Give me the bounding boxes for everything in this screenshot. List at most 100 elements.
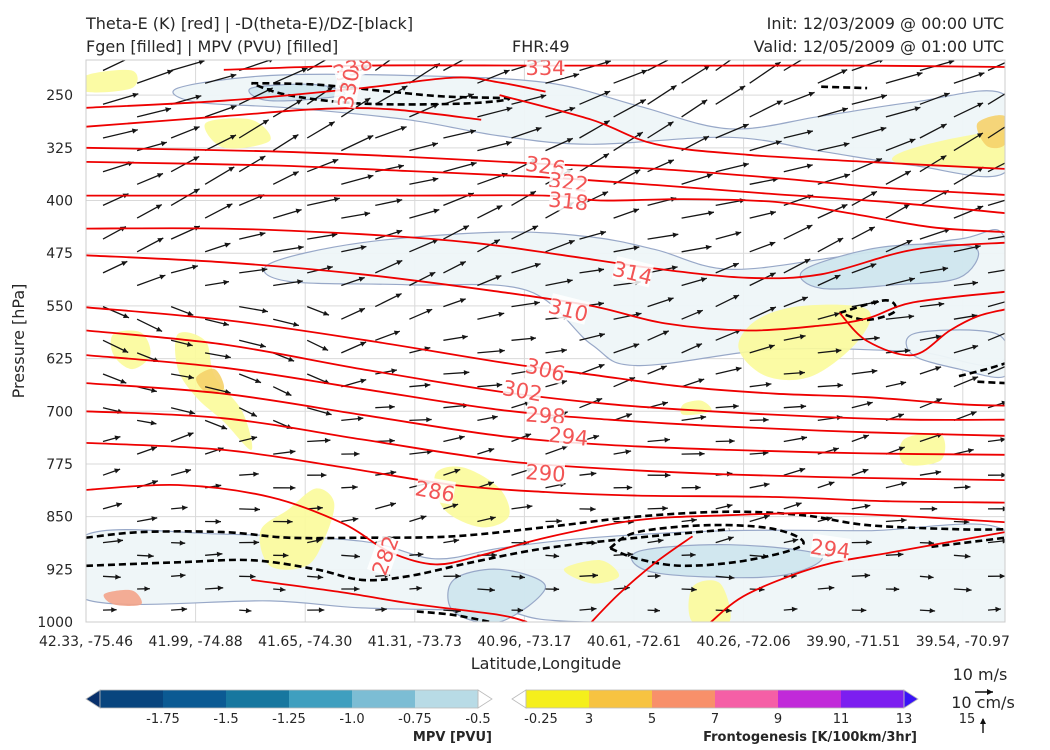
wind-arrowhead	[835, 348, 842, 354]
wind-arrowhead	[626, 413, 632, 419]
y-tick-label: 925	[46, 562, 73, 578]
wind-arrowhead	[804, 259, 811, 264]
wind-arrowhead	[132, 92, 139, 98]
wind-arrowhead	[496, 382, 503, 388]
wind-arrowhead	[1009, 197, 1015, 202]
wind-arrowhead	[155, 204, 162, 210]
theta-e-label-bg	[332, 67, 363, 109]
wind-arrowhead	[970, 411, 977, 417]
wind-arrowhead	[188, 374, 194, 380]
wind-arrowhead	[159, 274, 166, 280]
wind-arrowhead	[455, 573, 461, 579]
wind-arrowhead	[417, 552, 424, 558]
wind-arrow	[817, 203, 848, 219]
fgen-colorbar-swatch	[715, 690, 779, 708]
wind-arrow	[136, 69, 174, 84]
y-tick-label: 700	[46, 404, 73, 420]
y-tick-label: 625	[46, 352, 73, 368]
mpv-colorbar-swatch	[352, 690, 416, 708]
wind-arrowhead	[1010, 298, 1016, 303]
wind-arrowhead	[193, 126, 200, 132]
stability-contour	[958, 362, 1005, 378]
valid-time: Valid: 12/05/2009 @ 01:00 UTC	[753, 37, 1004, 56]
wind-arrowhead	[974, 244, 981, 250]
mpv-colorbar-title: MPV [PVU]	[413, 730, 492, 745]
fgen-colorbar-tick: 3	[585, 712, 593, 727]
wind-arrowhead	[367, 135, 374, 141]
theta-e-label-bg	[524, 352, 567, 385]
wind-arrowhead	[768, 344, 775, 350]
wind-arrowhead	[111, 607, 117, 613]
wind-arrowhead	[1014, 85, 1020, 90]
wind-key-arrowhead-vertical	[980, 718, 986, 724]
wind-arrowhead	[633, 245, 640, 251]
forecast-hour: FHR:49	[512, 37, 570, 56]
wind-arrowhead	[943, 92, 950, 98]
stability-contour	[977, 380, 1005, 385]
stability-contour	[86, 528, 730, 582]
wind-arrowhead	[664, 437, 670, 443]
stability-contour	[416, 610, 491, 622]
wind-arrow	[613, 98, 647, 118]
wind-arrowhead	[216, 551, 223, 557]
wind-arrowhead	[940, 124, 947, 129]
wind-arrowhead	[358, 308, 365, 313]
wind-arrowhead	[897, 552, 904, 558]
theta-e-label-bg	[525, 459, 566, 485]
stability-contour	[250, 81, 511, 106]
theta-e-label-bg	[547, 293, 590, 325]
wind-arrowhead	[259, 343, 266, 348]
x-tick-label: 39.90, -71.51	[806, 634, 900, 650]
wind-arrowhead	[929, 608, 936, 614]
wind-arrow	[170, 60, 205, 72]
wind-arrowhead	[331, 232, 338, 238]
wind-arrowhead	[357, 416, 364, 422]
wind-arrow	[306, 60, 327, 72]
wind-arrowhead	[801, 296, 808, 302]
wind-arrow	[715, 163, 749, 173]
wind-arrow	[477, 69, 510, 84]
wind-arrowhead	[603, 120, 610, 126]
wind-arrowhead	[703, 65, 710, 71]
wind-arrow	[306, 158, 339, 173]
wind-arrowhead	[506, 106, 513, 112]
mpv-colorbar-tick: -1.5	[213, 712, 238, 727]
wind-arrowhead	[131, 128, 138, 134]
wind-arrow	[817, 142, 850, 152]
wind-arrowhead	[916, 71, 923, 77]
wind-arrow	[272, 99, 303, 118]
wind-arrow	[749, 140, 782, 152]
wind-arrowhead	[1008, 329, 1014, 334]
wind-arrowhead	[871, 368, 878, 374]
title-line-2: Fgen [filled] | MPV (PVU) [filled]	[86, 37, 339, 56]
wind-arrowhead	[401, 48, 407, 53]
wind-arrow	[374, 60, 392, 72]
wind-arrowhead	[561, 445, 568, 451]
wind-arrowhead	[364, 98, 371, 104]
wind-arrowhead	[389, 438, 395, 444]
fgen-colorbar-swatch	[589, 690, 653, 708]
wind-arrowhead	[535, 127, 542, 132]
y-axis-label: Pressure [hPa]	[9, 284, 28, 399]
wind-arrowhead	[795, 502, 802, 508]
wind-arrow	[987, 126, 1005, 139]
fgen-region	[899, 432, 946, 466]
wind-arrow	[681, 173, 713, 185]
theta-e-contour	[86, 76, 546, 109]
wind-arrow	[953, 102, 984, 118]
wind-arrowhead	[1002, 538, 1005, 544]
wind-arrowhead	[360, 378, 367, 384]
wind-arrowhead	[657, 538, 664, 544]
wind-arrow	[409, 62, 441, 84]
wind-arrowhead	[799, 334, 806, 340]
wind-arrowhead	[763, 417, 769, 423]
wind-arrowhead	[739, 85, 746, 91]
wind-arrowhead	[604, 60, 611, 65]
wind-arrow	[647, 84, 677, 105]
wind-arrowhead	[699, 451, 705, 457]
wind-arrowhead	[230, 135, 236, 140]
wind-arrow	[613, 69, 648, 84]
wind-arrow	[953, 132, 984, 152]
wind-arrowhead	[487, 481, 494, 487]
wind-arrowhead	[596, 398, 603, 403]
